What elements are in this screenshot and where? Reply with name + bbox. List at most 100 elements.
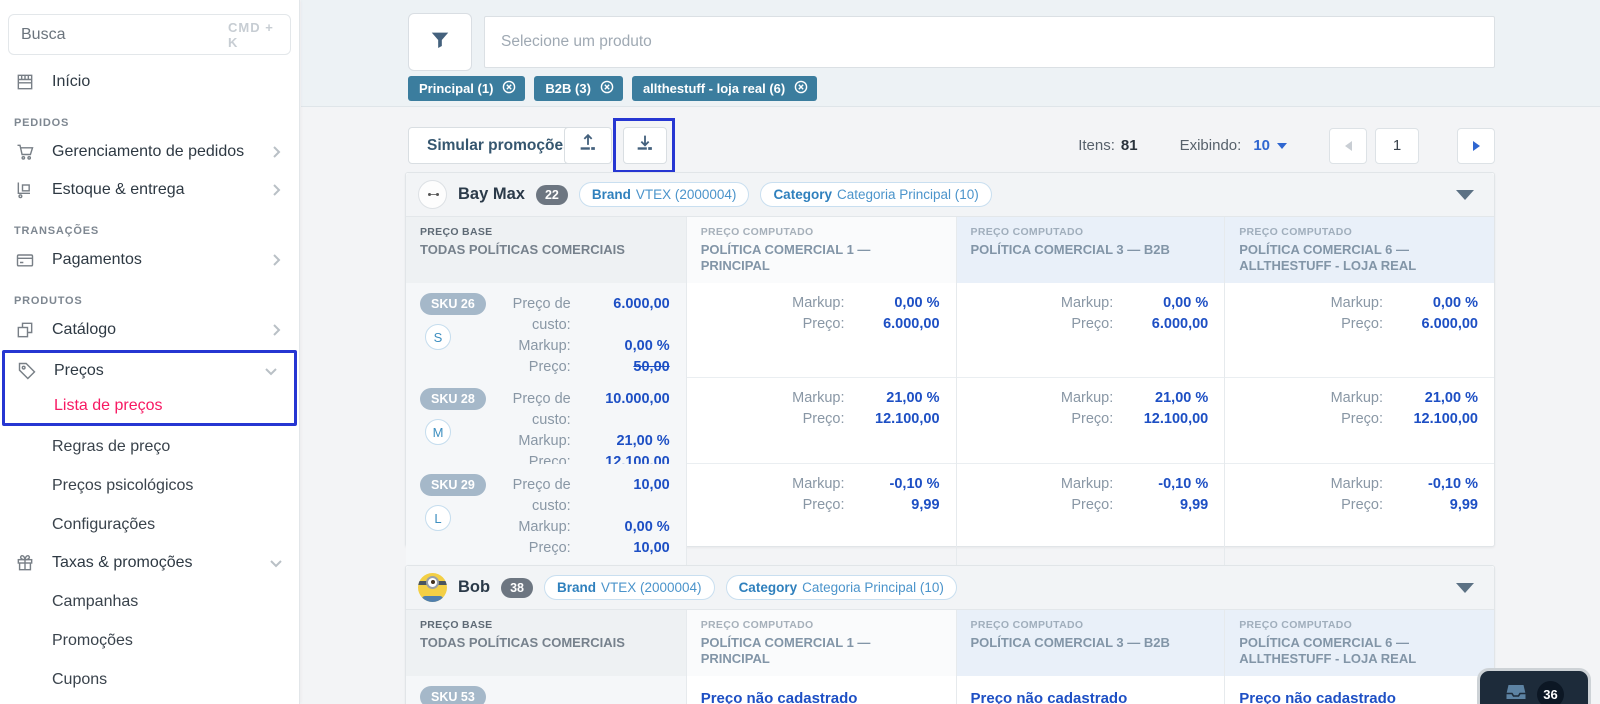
previous-page-button[interactable]: [1329, 127, 1367, 164]
brand-value: VTEX (2000004): [601, 580, 702, 595]
sidebar-item-price-rules[interactable]: Regras de preço: [52, 437, 171, 455]
download-button[interactable]: [623, 127, 667, 164]
filter-chip-allthestuff[interactable]: allthestuff - loja real (6): [631, 76, 818, 101]
sidebar-item-psych-prices[interactable]: Preços psicológicos: [52, 476, 194, 494]
size-badge[interactable]: S: [425, 324, 451, 350]
price-value: 10,00: [633, 540, 670, 556]
brand-value: VTEX (2000004): [635, 187, 737, 202]
product-search-box[interactable]: [484, 16, 1495, 68]
base-price-cell: SKU 53: [406, 676, 687, 704]
sidebar-search-box[interactable]: CMD + K: [8, 14, 291, 55]
sidebar-item-order-management[interactable]: Gerenciamento de pedidos: [0, 133, 299, 171]
policy-3-cell[interactable]: Markup: 21,00 % Preço: 12.100,00: [957, 378, 1226, 481]
boxes-icon: [14, 319, 36, 341]
sidebar-item-campaigns[interactable]: Campanhas: [52, 592, 139, 610]
filter-chips: Principal (1) B2B (3) allthestuff - loja…: [408, 76, 818, 101]
column-header-base-price: PREÇO BASE TODAS POLÍTICAS COMERCIAIS: [406, 610, 687, 676]
chevron-right-icon: [269, 145, 283, 159]
sku-count-badge: 22: [535, 184, 568, 205]
funnel-icon: [429, 29, 451, 56]
sidebar-search-input[interactable]: [21, 25, 228, 44]
sidebar-item-price-settings[interactable]: Configurações: [52, 515, 156, 533]
sidebar-item-promotions[interactable]: Promoções: [52, 631, 133, 649]
policy-1-cell[interactable]: Preço não cadastrado: [687, 676, 957, 704]
collapse-chevron-icon[interactable]: [1456, 582, 1474, 593]
dropdown-caret-icon[interactable]: [1277, 143, 1287, 154]
sidebar-item-coupons[interactable]: Cupons: [52, 670, 108, 688]
tag-icon: [16, 360, 38, 382]
sidebar-item-label: Preços: [54, 361, 104, 379]
category-pill: Category Categoria Principal (10): [760, 182, 992, 207]
product-thumbnail: [418, 180, 447, 209]
policy-3-cell[interactable]: Preço não cadastrado: [957, 676, 1226, 704]
sidebar-item-payments[interactable]: Pagamentos: [0, 241, 299, 279]
sidebar-item-price-list[interactable]: Lista de preços: [54, 396, 163, 414]
items-count: 81: [1120, 137, 1138, 154]
cost-value: 10,00: [633, 477, 670, 493]
price-not-registered: Preço não cadastrado: [970, 690, 1128, 704]
chip-label: B2B (3): [545, 81, 591, 96]
size-badge[interactable]: L: [425, 505, 451, 531]
sku-badge: SKU 26: [420, 293, 486, 315]
product-search-input[interactable]: [501, 33, 1478, 51]
base-price-cell: SKU 29 L Preço de custo: 10,00 Markup: 0,0…: [406, 464, 687, 567]
price-table-header: PREÇO BASE TODAS POLÍTICAS COMERCIAIS PR…: [406, 610, 1494, 676]
table-row-sku-29: SKU 29 L Preço de custo: 10,00 Markup: 0,0…: [406, 464, 1494, 567]
remove-chip-icon[interactable]: [502, 80, 516, 97]
gift-icon: [14, 552, 36, 574]
policy-6-cell[interactable]: Markup: 0,00 % Preço: 6.000,00: [1330, 295, 1478, 332]
policy-6-cell[interactable]: Preço não cadastrado: [1225, 676, 1494, 704]
current-page-indicator[interactable]: 1: [1375, 127, 1419, 164]
sidebar-item-taxes-promotions[interactable]: Taxas & promoções: [0, 544, 299, 582]
page-size-dropdown[interactable]: 10: [1253, 137, 1270, 154]
chip-label: allthestuff - loja real (6): [642, 81, 786, 96]
next-page-button[interactable]: [1457, 127, 1495, 164]
policy-1-cell[interactable]: Markup: 0,00 % Preço: 6.000,00: [687, 283, 957, 407]
filter-bar: Principal (1) B2B (3) allthestuff - loja…: [301, 0, 1600, 107]
brand-label: Brand: [591, 187, 631, 202]
policy-6-cell[interactable]: Markup: -0,10 % Preço: 9,99: [1330, 476, 1478, 513]
upload-button[interactable]: [564, 127, 612, 164]
policy-3-cell[interactable]: Markup: 0,00 % Preço: 6.000,00: [957, 283, 1226, 407]
column-header-policy-6: PREÇO COMPUTADO POLÍTICA COMERCIAL 6 — A…: [1225, 610, 1494, 676]
table-row-sku-53: SKU 53 Preço não cadastrado Preço não ca…: [406, 676, 1494, 704]
markup-value: 21,00 %: [616, 433, 670, 449]
markup-value: 0,00 %: [624, 519, 670, 535]
list-controls: Itens: 81 Exibindo: 10 1: [1078, 127, 1495, 164]
category-label: Category: [738, 580, 798, 595]
price-not-registered: Preço não cadastrado: [700, 690, 858, 704]
filter-chip-principal[interactable]: Principal (1): [408, 76, 526, 101]
policy-3-cell[interactable]: Markup: -0,10 % Preço: 9,99: [957, 464, 1226, 567]
product-card-header[interactable]: Bay Max 22 Brand VTEX (2000004) Category…: [406, 173, 1494, 217]
filter-chip-b2b[interactable]: B2B (3): [534, 76, 623, 101]
notifications-widget[interactable]: 36: [1477, 668, 1591, 704]
sku-badge: SKU 28: [420, 388, 486, 410]
column-header-policy-1: PREÇO COMPUTADO POLÍTICA COMERCIAL 1 — P…: [686, 610, 957, 676]
category-value: Categoria Principal (10): [802, 580, 944, 595]
sidebar-item-label: Estoque & entrega: [52, 181, 185, 198]
product-name: Bay Max: [458, 185, 525, 203]
product-card-header[interactable]: Bob 38 Brand VTEX (2000004) Category Cat…: [406, 566, 1494, 610]
policy-6-cell[interactable]: Markup: 21,00 % Preço: 12.100,00: [1330, 390, 1478, 427]
sidebar-item-home[interactable]: Início: [0, 63, 299, 101]
sidebar-item-catalog[interactable]: Catálogo: [0, 311, 299, 349]
sidebar-section-transactions: TRANSAÇÕES: [14, 225, 100, 237]
collapse-chevron-icon[interactable]: [1456, 189, 1474, 200]
sku-badge: SKU 29: [420, 474, 486, 496]
sidebar-item-inventory-shipping[interactable]: Estoque & entrega: [0, 171, 299, 209]
simulate-promotions-button[interactable]: Simular promoções: [408, 127, 591, 164]
remove-chip-icon[interactable]: [794, 80, 808, 97]
table-row-sku-28: SKU 28 M Preço de custo: 10.000,00 Markup…: [406, 378, 1494, 481]
product-name: Bob: [458, 578, 491, 596]
filter-button[interactable]: [408, 13, 472, 71]
price-not-registered: Preço não cadastrado: [1239, 690, 1396, 704]
markup-value: 0,00 %: [624, 338, 670, 354]
policy-1-cell[interactable]: Markup: 21,00 % Preço: 12.100,00: [687, 378, 957, 481]
policy-1-cell[interactable]: Markup: -0,10 % Preço: 9,99: [687, 464, 957, 567]
size-badge[interactable]: M: [425, 419, 451, 445]
brand-pill: Brand VTEX (2000004): [543, 575, 715, 600]
remove-chip-icon[interactable]: [600, 80, 614, 97]
product-card-bay-max: Bay Max 22 Brand VTEX (2000004) Category…: [405, 172, 1495, 567]
keyboard-shortcut-hint: CMD + K: [228, 19, 274, 50]
sidebar-item-prices[interactable]: Preços: [5, 353, 294, 388]
